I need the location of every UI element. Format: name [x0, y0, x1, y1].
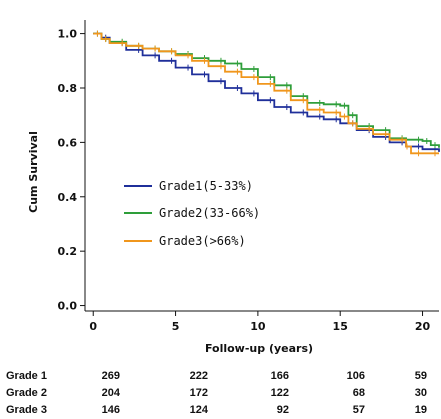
risk-count: 166 [271, 370, 289, 382]
risk-count: 68 [353, 387, 365, 399]
x-tick-label: 15 [333, 320, 348, 333]
y-tick-label: 0.6 [58, 136, 78, 149]
legend-label-grade2: Grade2(33-66%) [159, 206, 260, 220]
risk-count: 92 [277, 404, 289, 416]
risk-count: 59 [415, 370, 427, 382]
y-tick-label: 0.8 [58, 82, 78, 95]
y-tick-label: 0.4 [58, 191, 78, 204]
y-tick-label: 1.0 [58, 28, 78, 41]
risk-count: 122 [271, 387, 289, 399]
series-line-grade3 [93, 32, 439, 155]
risk-count: 57 [353, 404, 365, 416]
axes: 0.0 0.2 0.4 0.6 0.8 1.0 0 5 10 15 20 [58, 20, 439, 333]
y-tick-label: 0.0 [58, 300, 78, 313]
risk-row-label: Grade 1 [6, 370, 47, 382]
x-tick-label: 20 [415, 320, 431, 333]
risk-count: 106 [347, 370, 365, 382]
x-tick-label: 10 [250, 320, 266, 333]
risk-count: 269 [102, 370, 120, 382]
x-tick-label: 0 [89, 320, 97, 333]
series-layer [93, 30, 440, 157]
risk-count: 30 [415, 387, 427, 399]
y-axis-label: Cum Survival [27, 131, 40, 213]
risk-count: 172 [190, 387, 208, 399]
y-tick-label: 0.2 [58, 245, 78, 258]
risk-count: 146 [102, 404, 120, 416]
risk-table: Grade 1 269 222 166 106 59 Grade 2 204 172 122 68 3… [6, 370, 427, 416]
risk-count: 222 [190, 370, 208, 382]
x-tick-label: 5 [172, 320, 180, 333]
risk-row-label: Grade 2 [6, 387, 47, 399]
legend-label-grade1: Grade1(5-33%) [159, 179, 253, 193]
legend: Grade1(5-33%) Grade2(33-66%) Grade3(>66%) [124, 179, 260, 248]
risk-count: 19 [415, 404, 427, 416]
series-line-grade1 [93, 32, 440, 152]
x-axis-label: Follow-up (years) [205, 342, 313, 355]
risk-row-label: Grade 3 [6, 404, 47, 416]
risk-count: 204 [102, 387, 121, 399]
legend-label-grade3: Grade3(>66%) [159, 234, 246, 248]
series-line-grade2 [93, 32, 440, 148]
risk-count: 124 [190, 404, 209, 416]
